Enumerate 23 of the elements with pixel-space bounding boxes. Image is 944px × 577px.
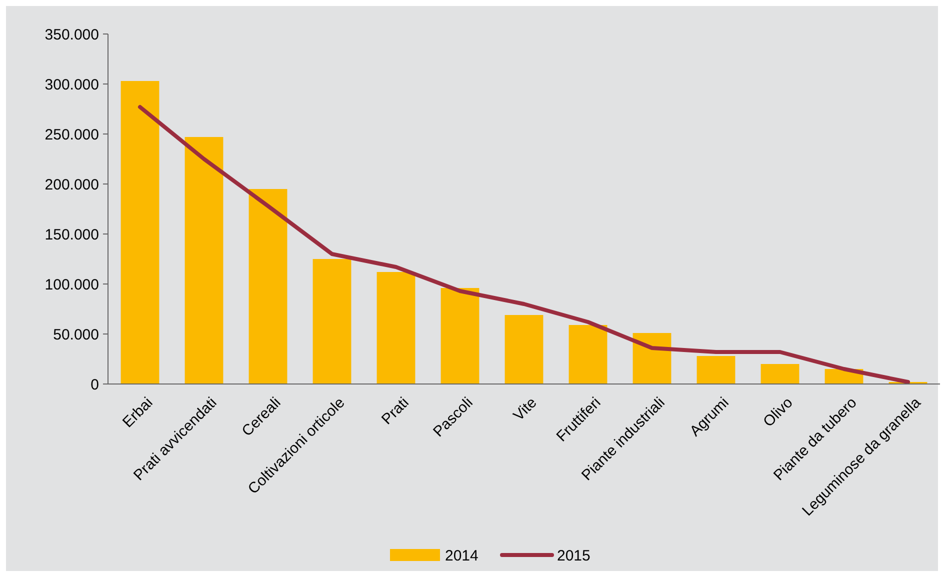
x-tick-label: Vite [510,394,540,424]
y-tick-label: 0 [90,376,99,394]
bar [632,333,672,384]
bar [696,356,736,384]
legend-label: 2015 [557,547,590,564]
y-tick-label: 250.000 [44,126,99,144]
bar [184,137,224,384]
y-tick-label: 200.000 [44,176,99,194]
bar [440,288,480,384]
bar [120,81,160,384]
bar [376,272,416,384]
legend-label: 2014 [445,547,478,564]
bar [312,259,352,384]
y-tick-label: 350.000 [44,26,99,44]
y-tick-label: 100.000 [44,276,99,294]
y-tick-label: 150.000 [44,226,99,244]
bar [760,364,800,384]
y-tick-label: 300.000 [44,76,99,94]
line-series [138,105,910,384]
bar [248,189,288,384]
bar [504,315,544,384]
bar [568,325,608,384]
y-tick-label: 50.000 [53,326,99,344]
